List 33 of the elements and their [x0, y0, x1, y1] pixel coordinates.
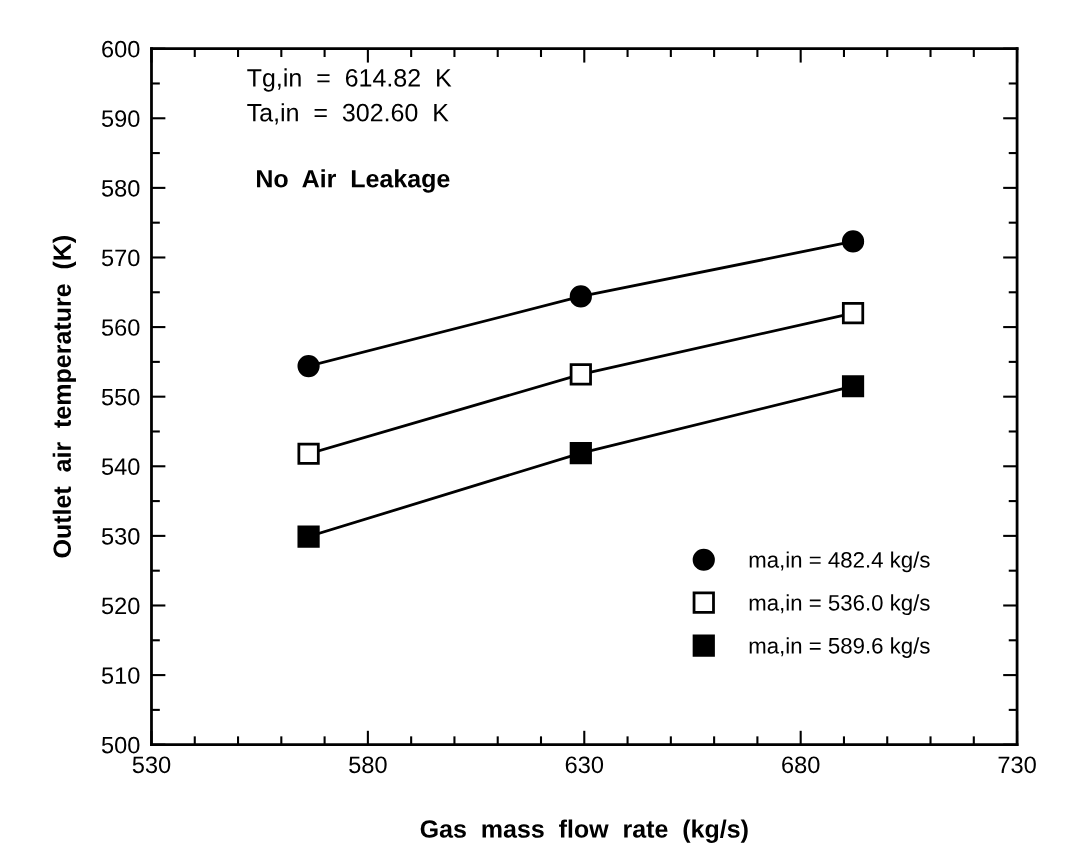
- y-tick-label: 580: [101, 179, 140, 197]
- point: [841, 375, 865, 398]
- y-tick-label: 540: [101, 458, 140, 476]
- annotation: Tg,in = 614.82 K: [247, 68, 452, 92]
- annotation: No Air Leakage: [257, 169, 450, 193]
- y-tick-label: 500: [101, 736, 140, 754]
- y-tick-label: 510: [101, 667, 140, 684]
- x-tick-label: 680: [782, 756, 820, 774]
- y-tick-label: 550: [101, 388, 140, 406]
- x-tick-label: 630: [565, 756, 604, 774]
- y-tick-label: 520: [101, 597, 140, 615]
- point: [297, 442, 320, 465]
- annotation: Ta,in = 302.60 K: [247, 103, 449, 125]
- x-tick-label: 580: [349, 756, 387, 774]
- y-tick-label: 560: [101, 319, 140, 336]
- y-tick-label: 530: [101, 527, 140, 545]
- legend-label: ma,in = 589.6 kg/s: [749, 637, 930, 659]
- point: [841, 230, 865, 253]
- point: [297, 354, 320, 378]
- y-axis-title: Outlet air temperature (K): [52, 236, 76, 558]
- y-tick-label: 590: [101, 110, 140, 128]
- legend-label: ma,in = 482.4 kg/s: [749, 551, 930, 573]
- point: [841, 302, 865, 325]
- point: [297, 525, 320, 548]
- y-tick-label: 600: [102, 40, 140, 58]
- point: [569, 285, 592, 308]
- x-tick-label: 530: [132, 756, 171, 774]
- point: [569, 441, 592, 465]
- y-tick-label: 570: [101, 249, 140, 267]
- point: [569, 363, 592, 386]
- x-axis-title: Gas mass flow rate (kg/s): [420, 819, 748, 843]
- legend-label: ma,in = 536.0 kg/s: [749, 594, 930, 616]
- x-tick-label: 730: [998, 756, 1036, 774]
